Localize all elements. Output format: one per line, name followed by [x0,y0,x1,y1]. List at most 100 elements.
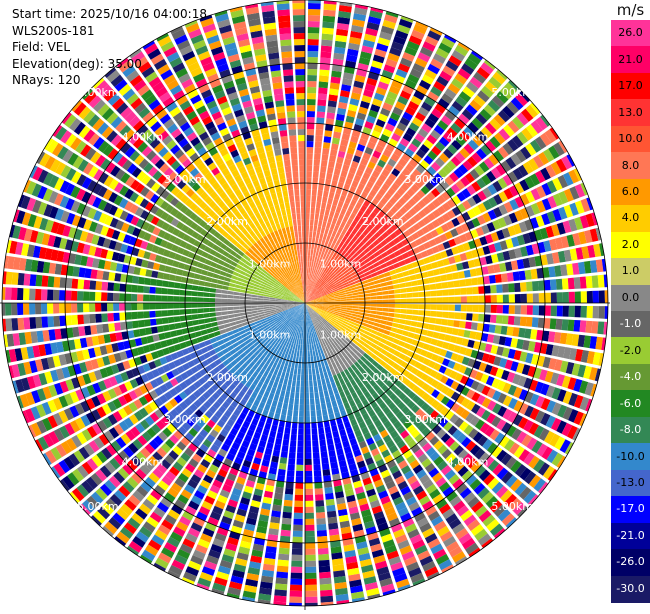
radar-gate [300,345,302,351]
radar-gate [278,554,289,561]
radar-gate [305,597,318,603]
radar-gate [227,311,233,315]
radar-gate [324,390,329,397]
radar-gate [282,384,287,391]
radar-gate [478,286,485,294]
radar-gate [306,165,312,171]
radar-gate [301,375,304,381]
radar-gate [210,312,217,317]
radar-gate [501,273,508,282]
radar-gate [199,324,206,330]
radar-gate [393,284,400,289]
radar-gate [307,123,315,129]
radar-gate [434,276,441,283]
radar-gate [327,198,333,205]
radar-gate [317,524,327,531]
radar-gate [508,283,515,292]
radar-gate [317,226,321,233]
radar-gate [286,367,290,374]
radar-gate [180,283,187,289]
radar-gate [212,326,219,331]
radar-gate [281,45,292,52]
radar-gate [288,220,292,227]
radar-gate [308,27,320,33]
radar-gate [173,289,179,295]
radar-gate [305,393,309,399]
radar-gate [197,297,203,302]
radar-gate [410,275,417,281]
radar-gate [314,244,318,250]
radar-gate [303,345,305,351]
radar-gate [157,326,164,333]
radar-gate [279,463,287,470]
radar-gate [322,463,330,470]
radar-gate [308,63,318,69]
radar-gate [331,382,336,389]
radar-gate [314,470,322,477]
radar-gate [331,425,338,432]
radar-gate [283,439,290,446]
radar-gate [149,295,155,302]
radar-gate [318,184,324,191]
radar-gate [300,393,304,399]
radar-gate [297,219,301,225]
radar-gate [101,282,108,291]
radar-gate [205,323,212,328]
radar-gate [321,160,328,167]
radar-gate [284,427,290,434]
radar-gate [305,255,307,261]
radar-gate [293,27,305,33]
radar-gate [5,303,11,316]
radar-gate [286,208,291,215]
radar-gate [322,221,327,228]
radar-gate [319,233,323,240]
radar-gate [71,303,77,313]
radar-gate [89,280,96,289]
radar-gate [326,432,333,439]
radar-gate [274,94,283,101]
radar-gate [397,273,404,279]
radar-gate [322,154,329,161]
radar-gate [550,279,557,290]
radar-gate [299,237,302,243]
radar-gate [222,290,228,294]
radar-gate [192,320,199,326]
radar-gate [539,293,545,303]
radar-gate [305,585,317,591]
radar-gate [227,307,233,311]
radar-gate [53,316,60,327]
radar-gate [299,165,305,171]
radar-gate [296,87,305,93]
radar-gate [192,285,199,290]
radar-gate [303,339,305,345]
radar-gate [176,269,183,276]
radar-gate [292,555,303,561]
radar-gate [305,435,311,441]
radar-gate [326,222,331,229]
radar-gate [315,500,324,507]
radar-gate [175,276,182,282]
radar-gate [308,3,321,9]
radar-gate [300,183,305,189]
radar-gate [281,136,289,143]
radar-gate [318,422,324,429]
radar-gate [277,112,286,119]
radar-gate [107,293,113,301]
radar-gate [305,417,310,423]
radar-gate [294,189,299,195]
radar-gate [210,288,217,293]
radar-gate [318,93,327,100]
radar-gate [406,287,413,292]
radar-gate [176,329,183,336]
radar-gate [239,300,245,303]
radar-gate [239,296,245,299]
radar-gate [298,423,303,429]
radar-gate [204,318,211,323]
radar-gate [305,381,309,387]
radar-gate [308,357,311,363]
radar-gate [308,243,311,249]
radar-gate [272,400,278,407]
radar-gate [275,155,282,162]
radar-gate [197,303,203,308]
radar-gate [273,143,281,150]
